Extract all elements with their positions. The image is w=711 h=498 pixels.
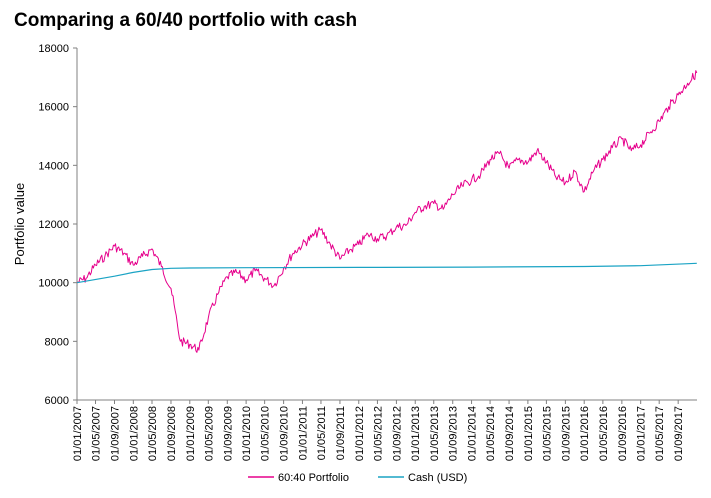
x-tick-label: 01/01/2015 <box>523 406 535 461</box>
y-tick-label: 12000 <box>38 219 69 231</box>
x-tick-label: 01/09/2007 <box>109 406 121 461</box>
x-tick-label: 01/01/2007 <box>72 406 84 461</box>
legend-label: 60:40 Portfolio <box>278 472 349 484</box>
x-tick-label: 01/09/2016 <box>617 406 629 461</box>
y-tick-label: 10000 <box>38 278 69 290</box>
x-tick-label: 01/01/2017 <box>636 406 648 461</box>
y-tick-label: 14000 <box>38 160 69 172</box>
x-tick-label: 01/05/2009 <box>203 406 215 461</box>
x-tick-label: 01/09/2009 <box>222 406 234 461</box>
x-tick-label: 01/09/2015 <box>560 406 572 461</box>
series-line-portfolio <box>76 70 698 353</box>
chart-title: Comparing a 60/40 portfolio with cash <box>14 10 358 31</box>
x-tick-label: 01/01/2012 <box>354 406 366 461</box>
legend: 60:40 Portfolio Cash (USD) <box>248 472 467 484</box>
y-axis-label: Portfolio value <box>12 183 27 265</box>
x-tick-label: 01/01/2009 <box>185 406 197 461</box>
x-tick-label: 01/01/2016 <box>579 406 591 461</box>
x-tick-label: 01/01/2013 <box>410 406 422 461</box>
x-tick-label: 01/05/2012 <box>372 406 384 461</box>
x-tick-label: 01/09/2017 <box>673 406 685 461</box>
x-tick-label: 01/05/2007 <box>91 406 103 461</box>
x-tick-label: 01/01/2011 <box>297 406 309 460</box>
x-tick-label: 01/05/2008 <box>147 406 159 461</box>
x-tick-label: 01/05/2013 <box>429 406 441 461</box>
x-tick-label: 01/05/2011 <box>316 406 328 460</box>
x-tick-label: 01/05/2014 <box>485 406 497 461</box>
x-tick-label: 01/05/2015 <box>541 406 553 461</box>
y-tick-label: 18000 <box>38 43 69 55</box>
axes: 6000 8000 10000 12000 14000 16000 18000 01/01/2… <box>38 43 697 461</box>
series-line-cash <box>76 262 697 284</box>
x-tick-label: 01/01/2014 <box>467 406 479 461</box>
x-tick-label: 01/09/2008 <box>166 406 178 461</box>
x-tick-label: 01/05/2016 <box>598 406 610 461</box>
x-tick-label: 01/09/2010 <box>279 406 291 461</box>
x-tick-label: 01/09/2012 <box>391 406 403 461</box>
y-tick-label: 8000 <box>45 336 69 348</box>
x-tick-label: 01/09/2014 <box>504 406 516 461</box>
series-layer <box>76 70 698 353</box>
x-tick-label: 01/09/2013 <box>448 406 460 461</box>
legend-label: Cash (USD) <box>408 472 467 484</box>
x-tick-label: 01/05/2017 <box>654 406 666 461</box>
y-tick-label: 6000 <box>45 395 69 407</box>
x-tick-label: 01/01/2010 <box>241 406 253 461</box>
x-tick-label: 01/09/2011 <box>335 406 347 460</box>
x-tick-label: 01/05/2010 <box>260 406 272 461</box>
x-tick-label: 01/01/2008 <box>128 406 140 461</box>
y-tick-label: 16000 <box>38 102 69 114</box>
